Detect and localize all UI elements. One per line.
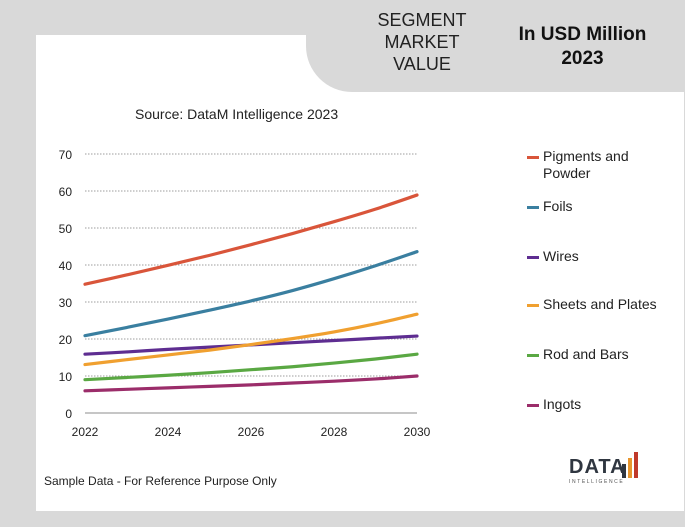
x-tick-label: 2026 bbox=[238, 425, 265, 439]
segment-title-line-1: SEGMENT bbox=[377, 10, 467, 30]
y-tick-label: 0 bbox=[65, 407, 72, 421]
logo-bars-icon bbox=[622, 452, 638, 478]
legend-item: Pigments and Powder bbox=[527, 148, 658, 182]
y-tick-label: 20 bbox=[59, 333, 73, 347]
y-tick-label: 30 bbox=[59, 296, 73, 310]
segment-title-line-3: VALUE bbox=[393, 54, 451, 74]
legend-swatch bbox=[527, 206, 539, 209]
y-tick-label: 10 bbox=[59, 370, 73, 384]
x-tick-label: 2030 bbox=[404, 425, 431, 439]
y-tick-label: 40 bbox=[59, 259, 73, 273]
legend-swatch bbox=[527, 304, 539, 307]
series-line-4 bbox=[83, 352, 419, 382]
source-note: Source: DataM Intelligence 2023 bbox=[135, 106, 339, 122]
series-line-5 bbox=[83, 374, 419, 393]
legend-label: Rod and Bars bbox=[543, 346, 629, 362]
gridlines bbox=[85, 153, 417, 377]
logo-text: DATA bbox=[569, 456, 626, 478]
legend-swatch bbox=[527, 256, 539, 259]
header-tab bbox=[306, 0, 685, 92]
chart-panel bbox=[36, 35, 684, 511]
x-tick-labels: 2022 2024 2026 2028 2030 bbox=[72, 425, 431, 439]
x-tick-label: 2024 bbox=[155, 425, 182, 439]
logo-subtext: INTELLIGENCE bbox=[569, 479, 625, 485]
legend-item: Foils bbox=[527, 198, 658, 215]
unit-title: In USD Million 2023 bbox=[500, 23, 665, 71]
legend-swatch bbox=[527, 354, 539, 357]
legend-label: Sheets and Plates bbox=[543, 296, 657, 312]
series-line-0 bbox=[83, 193, 419, 286]
unit-title-line-2: 2023 bbox=[561, 48, 604, 69]
legend-label: Ingots bbox=[543, 396, 582, 412]
legend-label: Foils bbox=[543, 198, 573, 214]
series-line-1 bbox=[83, 250, 419, 338]
x-tick-label: 2022 bbox=[72, 425, 99, 439]
legend-swatch bbox=[527, 404, 539, 407]
datam-logo: DATA INTELLIGENCE bbox=[566, 448, 642, 488]
y-tick-label: 70 bbox=[59, 148, 73, 162]
legend-item: Rod and Bars bbox=[527, 346, 658, 363]
y-tick-label: 60 bbox=[59, 185, 73, 199]
legend-item: Wires bbox=[527, 248, 658, 265]
segment-title-line-2: MARKET bbox=[384, 32, 460, 52]
x-tick-label: 2028 bbox=[321, 425, 348, 439]
legend-item: Ingots bbox=[527, 396, 658, 413]
legend-swatch bbox=[527, 156, 539, 159]
y-tick-label: 50 bbox=[59, 222, 73, 236]
footnote: Sample Data - For Reference Purpose Only bbox=[44, 474, 277, 488]
legend-label: Pigments and Powder bbox=[543, 148, 629, 181]
legend-label: Wires bbox=[543, 248, 579, 264]
segment-title: SEGMENT MARKET VALUE bbox=[352, 9, 492, 75]
legend-item: Sheets and Plates bbox=[527, 296, 658, 313]
unit-title-line-1: In USD Million bbox=[518, 24, 647, 45]
series-line-3 bbox=[83, 312, 419, 367]
y-tick-labels: 0 10 20 30 40 50 60 70 bbox=[59, 148, 73, 421]
series-lines bbox=[83, 193, 419, 393]
